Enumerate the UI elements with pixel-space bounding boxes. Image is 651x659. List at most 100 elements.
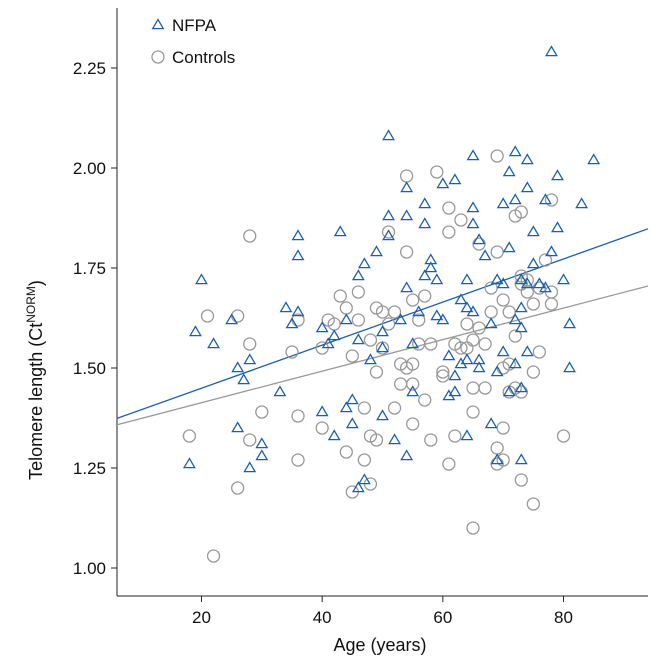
controls-point [478, 381, 492, 395]
controls-point [448, 429, 462, 443]
nfpa-point [339, 313, 353, 325]
nfpa-point [430, 309, 444, 321]
nfpa-point [502, 385, 516, 397]
nfpa-point [454, 293, 468, 305]
controls-point [526, 497, 541, 511]
y-tick-label: 1.75 [73, 259, 106, 278]
nfpa-point [551, 221, 564, 233]
nfpa-point [526, 225, 540, 237]
nfpa-point [225, 313, 239, 325]
legend: NFPA Controls [151, 16, 235, 67]
controls-point [514, 205, 528, 219]
nfpa-point [460, 353, 474, 365]
controls-point [424, 433, 438, 447]
nfpa-point [448, 173, 462, 185]
y-axis-label: Telomere length (CtNORM) [24, 280, 46, 480]
controls-point [466, 381, 480, 395]
controls-point [182, 429, 197, 443]
nfpa-point [376, 409, 389, 421]
nfpa-point [490, 453, 504, 465]
nfpa-point [351, 481, 365, 493]
nfpa-point [255, 437, 269, 449]
controls-point [381, 225, 396, 239]
nfpa-point [424, 261, 438, 273]
nfpa-point [460, 301, 474, 313]
controls-point [496, 293, 510, 307]
controls-point [363, 333, 378, 347]
nfpa-point [508, 145, 522, 157]
nfpa-point [291, 249, 305, 261]
nfpa-point [466, 217, 480, 229]
nfpa-point [400, 449, 414, 461]
nfpa-point [394, 313, 408, 325]
legend-circle-icon [151, 50, 165, 64]
y-tick-label: 2.25 [73, 59, 106, 78]
data-points [182, 45, 601, 563]
nfpa-point [490, 273, 504, 285]
controls-point [544, 193, 559, 207]
nfpa-point [400, 181, 414, 193]
y-tick-label: 2.00 [73, 159, 106, 178]
controls-trend-line [116, 285, 649, 426]
x-tick-label: 40 [313, 608, 332, 627]
controls-point [514, 473, 528, 487]
nfpa-point [315, 405, 329, 417]
nfpa-point [382, 129, 395, 141]
x-axis-label: Age (years) [333, 635, 426, 655]
nfpa-point [490, 365, 504, 377]
nfpa-point [472, 353, 486, 365]
nfpa-point [376, 341, 389, 353]
nfpa-point [472, 233, 486, 245]
nfpa-point [351, 269, 365, 281]
nfpa-point [460, 273, 474, 285]
controls-point [351, 313, 366, 327]
nfpa-point [291, 305, 305, 317]
nfpa-point [430, 273, 444, 285]
nfpa-point [285, 317, 299, 329]
nfpa-point [514, 453, 528, 465]
nfpa-point [551, 169, 564, 181]
nfpa-point [502, 241, 516, 253]
nfpa-point [406, 385, 420, 397]
nfpa-point [436, 177, 450, 189]
controls-point [381, 317, 396, 331]
controls-point [436, 365, 450, 379]
controls-point [339, 301, 353, 315]
controls-point [255, 405, 269, 419]
y-tick-label: 1.50 [73, 359, 106, 378]
y-tick-label: 1.00 [73, 559, 106, 578]
nfpa-point [448, 385, 462, 397]
controls-point [333, 289, 347, 303]
nfpa-point [538, 281, 552, 293]
controls-point [436, 369, 450, 383]
nfpa-point [351, 333, 365, 345]
controls-point [231, 481, 245, 495]
nfpa-point [321, 337, 335, 349]
controls-point [387, 305, 402, 319]
nfpa-point [448, 369, 462, 381]
nfpa-point [406, 337, 420, 349]
controls-point [418, 393, 432, 407]
nfpa-point [182, 457, 196, 469]
controls-point [406, 417, 420, 431]
nfpa-point [291, 229, 305, 241]
controls-point [454, 341, 468, 355]
controls-point [490, 441, 504, 455]
controls-point [490, 149, 504, 163]
controls-point [369, 433, 384, 447]
nfpa-point [508, 357, 522, 369]
nfpa-point [472, 361, 486, 373]
controls-point [406, 293, 420, 307]
controls-point [508, 329, 522, 343]
nfpa-point [327, 329, 341, 341]
nfpa-point [466, 149, 480, 161]
controls-point [442, 457, 456, 471]
controls-point [399, 245, 414, 259]
nfpa-point [388, 433, 402, 445]
controls-point [351, 285, 366, 299]
nfpa-point [460, 429, 474, 441]
nfpa-point [273, 385, 287, 397]
nfpa-point [575, 197, 589, 209]
controls-point [472, 321, 486, 335]
